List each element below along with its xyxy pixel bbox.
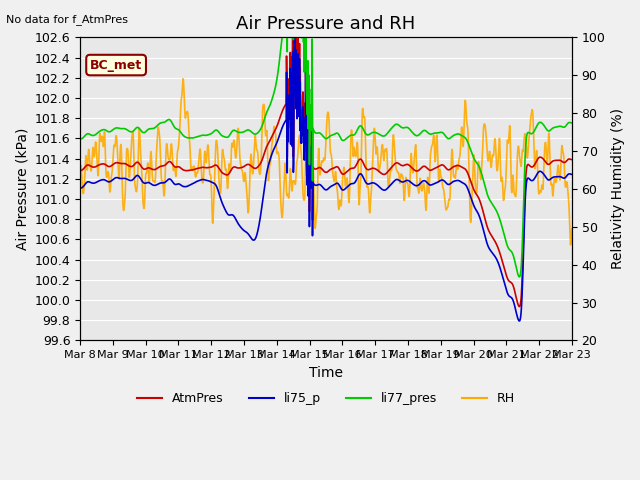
Y-axis label: Relativity Humidity (%): Relativity Humidity (%)	[611, 108, 625, 269]
Title: Air Pressure and RH: Air Pressure and RH	[236, 15, 415, 33]
Text: BC_met: BC_met	[90, 59, 142, 72]
Text: No data for f_AtmPres: No data for f_AtmPres	[6, 14, 129, 25]
X-axis label: Time: Time	[309, 366, 343, 380]
Y-axis label: Air Pressure (kPa): Air Pressure (kPa)	[15, 128, 29, 250]
Legend: AtmPres, li75_p, li77_pres, RH: AtmPres, li75_p, li77_pres, RH	[132, 387, 520, 410]
